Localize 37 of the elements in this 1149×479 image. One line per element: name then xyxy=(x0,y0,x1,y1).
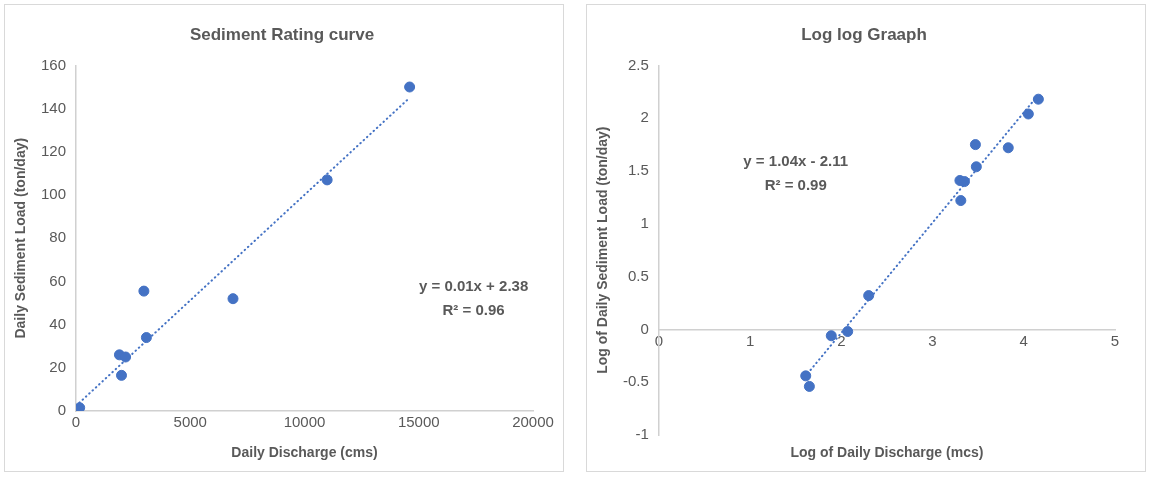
x-axis-title: Log of Daily Discharge (mcs) xyxy=(790,443,984,460)
x-tick-label: 1 xyxy=(745,331,755,349)
annotation: y = 0.01x + 2.38 xyxy=(418,276,529,294)
y-tick-label: 80 xyxy=(49,228,67,246)
chart-title: Sediment Rating curve xyxy=(189,24,375,44)
chart-title: Log log Graaph xyxy=(801,24,927,44)
y-axis-title: Daily Sediment Load (ton/day) xyxy=(11,137,28,339)
y-tick-label: -0.5 xyxy=(622,372,649,390)
y-tick-label: 40 xyxy=(49,314,67,332)
annotation: y = 1.04x - 2.11 xyxy=(743,151,849,169)
y-tick-label: -1 xyxy=(635,425,649,443)
x-tick-label: 20000 xyxy=(512,413,554,431)
x-tick-label: 5 xyxy=(1110,331,1120,349)
x-tick-label: 3 xyxy=(928,331,937,349)
x-tick-label: 10000 xyxy=(283,413,326,431)
x-tick-label: 15000 xyxy=(397,413,440,431)
x-axis-title: Daily Discharge (cms) xyxy=(231,443,378,460)
x-tick-label: 2 xyxy=(837,331,846,349)
x-tick-label: 5000 xyxy=(173,413,207,431)
y-tick-label: 100 xyxy=(41,185,67,203)
x-tick-label: 0 xyxy=(71,413,81,431)
y-tick-label: 20 xyxy=(49,357,67,375)
y-tick-label: 1 xyxy=(640,213,649,231)
y-tick-label: 60 xyxy=(49,271,67,289)
annotation: R² = 0.96 xyxy=(442,300,505,318)
y-tick-label: 2.5 xyxy=(627,55,649,73)
y-tick-label: 0.5 xyxy=(627,266,649,284)
y-tick-label: 0 xyxy=(57,401,67,419)
y-tick-label: 160 xyxy=(41,55,67,73)
y-tick-label: 140 xyxy=(41,98,67,116)
y-tick-label: 2 xyxy=(640,108,649,126)
y-tick-label: 120 xyxy=(41,141,67,159)
y-tick-label: 0 xyxy=(640,319,649,337)
y-tick-label: 1.5 xyxy=(627,161,649,179)
y-axis-title: Log of Daily Sediment Load (ton/day) xyxy=(593,126,610,374)
x-tick-label: 4 xyxy=(1019,331,1028,349)
annotation: R² = 0.99 xyxy=(764,175,827,193)
